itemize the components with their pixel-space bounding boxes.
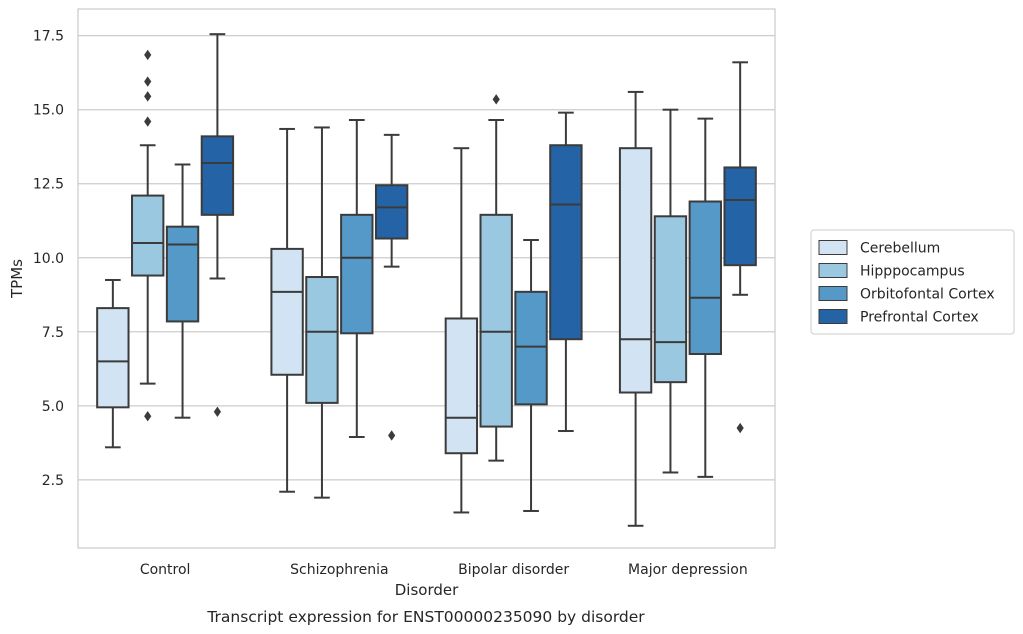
box-orbitofontal-cortex — [165, 163, 200, 419]
legend-label: Cerebellum — [860, 241, 940, 257]
y-tick-label: 7.5 — [42, 325, 64, 341]
y-axis-ticks: 2.5 5.0 7.5 10.0 12.5 15.0 17.5 — [33, 29, 64, 489]
box-prefrontal-cortex — [200, 33, 235, 417]
box-cerebellum — [444, 147, 479, 514]
outlier-point — [388, 430, 396, 441]
outlier-point — [213, 406, 221, 417]
legend-frame — [810, 229, 1015, 335]
legend-swatch — [818, 286, 848, 301]
box-body — [200, 135, 235, 216]
box-cerebellum — [270, 127, 304, 493]
box-orbitofontal-cortex — [688, 117, 722, 478]
box-body — [131, 194, 165, 277]
outlier-point — [144, 91, 152, 102]
y-tick-label: 15.0 — [33, 103, 64, 119]
box-hipppocampus — [653, 108, 688, 474]
legend: Cerebellum Hipppocampus Orbitofontal Corte… — [810, 229, 1015, 335]
boxes — [96, 33, 757, 527]
y-tick-label: 5.0 — [42, 399, 64, 415]
box-body — [340, 213, 374, 335]
box-body — [653, 215, 688, 384]
outlier-point — [144, 411, 152, 422]
legend-label: Prefrontal Cortex — [860, 310, 979, 326]
box-body — [514, 290, 548, 406]
plot-frame — [77, 8, 776, 549]
box-hipppocampus — [479, 94, 513, 462]
y-axis-label: TPMs — [8, 259, 26, 299]
box-body — [688, 200, 722, 356]
box-prefrontal-cortex — [374, 133, 409, 441]
outlier-point — [144, 49, 152, 61]
x-tick-label: Bipolar disorder — [458, 562, 569, 578]
box-cerebellum — [96, 278, 130, 449]
box-body — [723, 166, 757, 267]
x-axis-ticks: Control Schizophrenia Bipolar disorder Majo… — [140, 562, 748, 578]
outlier-point — [736, 422, 744, 434]
outlier-point — [144, 116, 152, 127]
legend-label: Orbitofontal Cortex — [860, 287, 995, 303]
legend-label: Hipppocampus — [860, 264, 965, 280]
y-tick-label: 10.0 — [33, 251, 64, 267]
legend-swatch — [818, 263, 848, 278]
box-body — [96, 307, 130, 409]
box-body — [165, 225, 200, 323]
x-tick-label: Schizophrenia — [290, 562, 388, 578]
box-orbitofontal-cortex — [340, 119, 374, 438]
x-axis-label: Disorder — [395, 581, 459, 599]
box-hipppocampus — [131, 49, 165, 422]
y-tick-label: 12.5 — [33, 177, 64, 193]
outlier-point — [144, 76, 152, 87]
outlier-point — [492, 94, 500, 105]
box-body — [374, 184, 409, 240]
box-hipppocampus — [305, 126, 339, 499]
box-body — [479, 213, 513, 428]
x-tick-label: Major depression — [628, 562, 748, 578]
legend-swatch — [818, 309, 848, 324]
chart-caption: Transcript expression for ENST0000023509… — [206, 608, 645, 626]
box-orbitofontal-cortex — [514, 239, 548, 512]
box-prefrontal-cortex — [723, 61, 757, 434]
box-body — [618, 147, 653, 394]
box-body — [444, 317, 479, 455]
box-body — [549, 144, 583, 341]
y-tick-label: 2.5 — [42, 473, 64, 489]
x-tick-label: Control — [140, 562, 191, 578]
legend-items: Cerebellum Hipppocampus Orbitofontal Corte… — [818, 240, 995, 326]
box-body — [305, 276, 339, 404]
box-body — [270, 247, 304, 376]
box-prefrontal-cortex — [549, 111, 583, 433]
legend-swatch — [818, 240, 848, 255]
box-cerebellum — [618, 90, 653, 527]
y-tick-label: 17.5 — [33, 29, 64, 45]
